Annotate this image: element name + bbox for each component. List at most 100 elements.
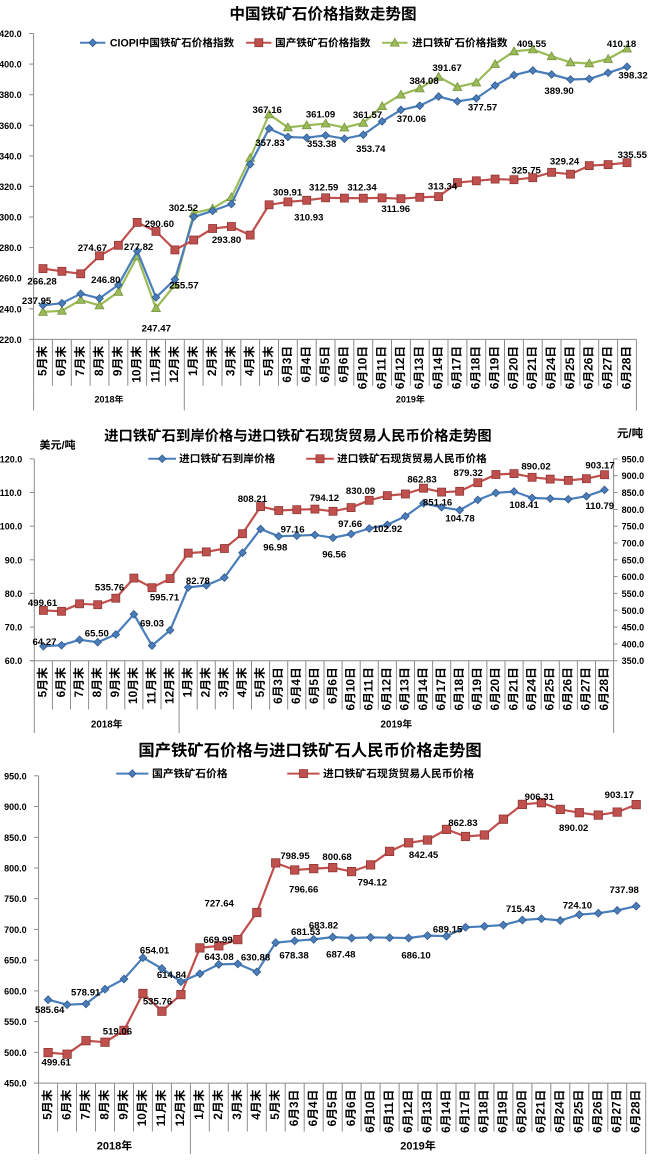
svg-text:2019: 2019 bbox=[396, 395, 416, 405]
svg-text:28: 28 bbox=[629, 1101, 643, 1115]
svg-text:6: 6 bbox=[597, 703, 611, 710]
svg-text:6: 6 bbox=[431, 382, 445, 389]
svg-text:6: 6 bbox=[289, 697, 303, 704]
svg-text:4: 4 bbox=[289, 679, 303, 686]
svg-text:237.95: 237.95 bbox=[22, 296, 52, 307]
svg-text:19: 19 bbox=[487, 357, 501, 371]
svg-text:715.43: 715.43 bbox=[506, 904, 535, 915]
svg-text:6: 6 bbox=[534, 1126, 548, 1133]
svg-text:10: 10 bbox=[130, 369, 144, 383]
svg-text:266.28: 266.28 bbox=[27, 277, 57, 288]
svg-text:25: 25 bbox=[543, 679, 557, 693]
svg-text:6: 6 bbox=[563, 382, 577, 389]
svg-text:2018: 2018 bbox=[94, 395, 114, 405]
svg-text:80.0: 80.0 bbox=[5, 589, 23, 599]
svg-text:6: 6 bbox=[374, 382, 388, 389]
svg-text:120.0: 120.0 bbox=[0, 454, 22, 464]
svg-text:8: 8 bbox=[90, 690, 104, 697]
svg-text:9: 9 bbox=[111, 369, 125, 376]
svg-text:550.0: 550.0 bbox=[622, 589, 645, 599]
svg-text:28: 28 bbox=[597, 679, 611, 693]
svg-text:361.57: 361.57 bbox=[353, 110, 382, 121]
svg-text:309.91: 309.91 bbox=[273, 188, 303, 199]
svg-text:700.0: 700.0 bbox=[622, 538, 645, 548]
svg-text:335.55: 335.55 bbox=[618, 150, 648, 161]
svg-text:1: 1 bbox=[181, 690, 195, 697]
svg-text:CIOPI: CIOPI bbox=[110, 37, 139, 49]
svg-text:70.0: 70.0 bbox=[5, 623, 23, 633]
svg-text:3: 3 bbox=[224, 369, 238, 376]
svg-text:10: 10 bbox=[363, 1101, 377, 1115]
svg-text:950.0: 950.0 bbox=[622, 454, 645, 464]
svg-text:842.45: 842.45 bbox=[409, 850, 439, 861]
svg-text:5: 5 bbox=[268, 1113, 282, 1120]
svg-text:28: 28 bbox=[619, 357, 633, 371]
svg-text:6: 6 bbox=[54, 690, 68, 697]
svg-text:310.93: 310.93 bbox=[294, 213, 323, 224]
svg-text:17: 17 bbox=[434, 679, 448, 693]
svg-text:519.06: 519.06 bbox=[103, 1026, 132, 1037]
svg-text:851.16: 851.16 bbox=[423, 498, 452, 509]
svg-text:800.68: 800.68 bbox=[322, 852, 352, 863]
svg-text:27: 27 bbox=[610, 1101, 624, 1115]
svg-text:27: 27 bbox=[600, 357, 614, 371]
svg-text:6: 6 bbox=[488, 703, 502, 710]
svg-text:7: 7 bbox=[78, 1113, 92, 1120]
svg-text:240.0: 240.0 bbox=[0, 304, 22, 314]
svg-text:850.0: 850.0 bbox=[4, 833, 27, 843]
svg-text:104.78: 104.78 bbox=[445, 514, 475, 525]
svg-text:450.0: 450.0 bbox=[4, 1079, 27, 1089]
svg-text:654.01: 654.01 bbox=[140, 946, 170, 957]
svg-text:798.95: 798.95 bbox=[280, 851, 310, 862]
svg-text:890.02: 890.02 bbox=[521, 462, 550, 473]
svg-text:686.10: 686.10 bbox=[401, 950, 430, 961]
svg-text:5: 5 bbox=[261, 369, 275, 376]
svg-text:9: 9 bbox=[108, 690, 122, 697]
svg-text:5: 5 bbox=[253, 690, 267, 697]
svg-text:6: 6 bbox=[344, 1119, 358, 1126]
svg-text:6: 6 bbox=[318, 376, 332, 383]
svg-text:3: 3 bbox=[217, 690, 231, 697]
svg-text:377.57: 377.57 bbox=[468, 102, 497, 113]
svg-text:5: 5 bbox=[307, 679, 321, 686]
svg-text:500.0: 500.0 bbox=[4, 1048, 27, 1058]
svg-text:6: 6 bbox=[299, 376, 313, 383]
svg-text:19: 19 bbox=[496, 1101, 510, 1115]
svg-text:69.03: 69.03 bbox=[140, 619, 164, 630]
svg-text:9: 9 bbox=[116, 1113, 130, 1120]
svg-text:700.0: 700.0 bbox=[4, 925, 27, 935]
svg-text:26: 26 bbox=[591, 1101, 605, 1115]
svg-text:903.17: 903.17 bbox=[605, 790, 634, 801]
svg-text:750.0: 750.0 bbox=[4, 894, 27, 904]
svg-text:879.32: 879.32 bbox=[454, 468, 483, 479]
svg-text:6: 6 bbox=[450, 382, 464, 389]
svg-text:19: 19 bbox=[470, 679, 484, 693]
svg-text:1: 1 bbox=[192, 1113, 206, 1120]
svg-text:8: 8 bbox=[97, 1113, 111, 1120]
svg-text:302.52: 302.52 bbox=[169, 203, 198, 214]
svg-text:293.80: 293.80 bbox=[212, 235, 241, 246]
svg-text:108.41: 108.41 bbox=[509, 500, 539, 511]
svg-text:6: 6 bbox=[579, 703, 593, 710]
svg-text:6: 6 bbox=[420, 1126, 434, 1133]
svg-text:24: 24 bbox=[524, 679, 538, 693]
svg-text:410.18: 410.18 bbox=[607, 39, 637, 50]
svg-text:12: 12 bbox=[380, 679, 394, 693]
svg-text:2: 2 bbox=[211, 1113, 225, 1120]
svg-text:96.56: 96.56 bbox=[322, 550, 346, 561]
svg-text:6: 6 bbox=[54, 369, 68, 376]
svg-text:110.0: 110.0 bbox=[0, 488, 22, 498]
svg-text:7: 7 bbox=[72, 690, 86, 697]
svg-text:794.12: 794.12 bbox=[310, 493, 339, 504]
svg-text:724.10: 724.10 bbox=[563, 900, 592, 911]
svg-text:280.0: 280.0 bbox=[0, 243, 22, 253]
svg-text:6: 6 bbox=[306, 1119, 320, 1126]
svg-text:6: 6 bbox=[280, 376, 294, 383]
svg-text:11: 11 bbox=[374, 358, 388, 371]
svg-text:900.0: 900.0 bbox=[4, 802, 27, 812]
svg-text:5: 5 bbox=[35, 369, 49, 376]
svg-text:2018: 2018 bbox=[91, 720, 113, 731]
svg-text:600.0: 600.0 bbox=[4, 986, 27, 996]
svg-text:600.0: 600.0 bbox=[622, 572, 645, 582]
svg-text:6: 6 bbox=[524, 703, 538, 710]
